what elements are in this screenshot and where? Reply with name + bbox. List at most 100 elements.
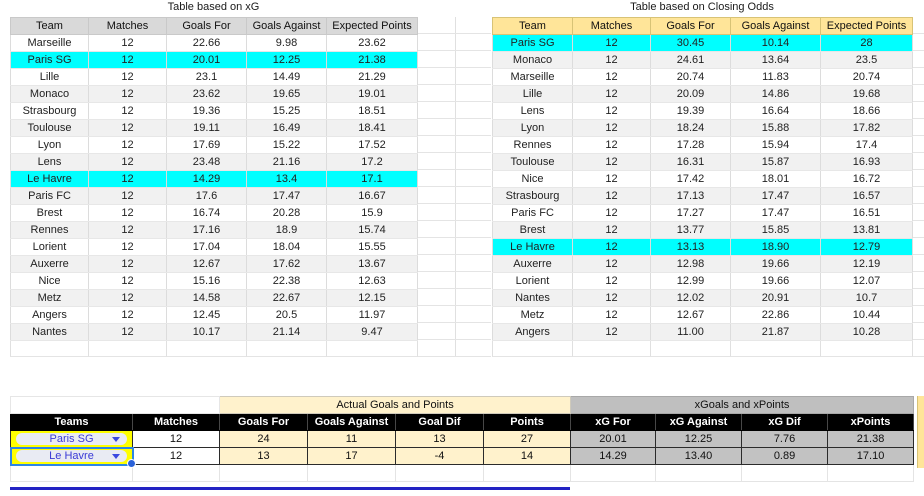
stat-cell[interactable]: 16.51 — [820, 204, 913, 222]
stat-cell[interactable]: 12 — [572, 34, 651, 52]
team-name-cell[interactable]: Marseille — [10, 34, 89, 52]
stat-cell[interactable]: 12 — [572, 119, 651, 137]
stat-cell[interactable]: 14.58 — [166, 289, 247, 307]
stat-cell[interactable]: 15.16 — [166, 272, 247, 290]
stat-cell[interactable]: 15.9 — [326, 204, 418, 222]
stat-cell[interactable]: 12.45 — [166, 306, 247, 324]
empty-cell[interactable] — [827, 464, 915, 482]
team-dropdown-cell[interactable]: Le Havre — [9, 446, 136, 468]
stat-cell[interactable]: 12 — [88, 272, 167, 290]
comparison-column-header[interactable]: Goals Against — [307, 413, 396, 431]
stat-cell[interactable]: 16.64 — [730, 102, 821, 120]
stat-cell[interactable]: 12 — [88, 255, 167, 273]
stat-cell[interactable]: 19.36 — [166, 102, 247, 120]
stat-cell[interactable]: 16.31 — [650, 153, 731, 171]
column-header[interactable]: Goals Against — [246, 17, 327, 35]
stat-cell[interactable]: 17.47 — [246, 187, 327, 205]
stat-cell[interactable]: 18.9 — [246, 221, 327, 239]
stat-cell[interactable]: 12 — [88, 187, 167, 205]
stat-cell[interactable]: 12.63 — [326, 272, 418, 290]
empty-cell[interactable] — [482, 464, 572, 482]
team-name-cell[interactable]: Rennes — [492, 136, 573, 154]
team-name-cell[interactable]: Angers — [492, 323, 573, 341]
stat-cell[interactable]: 15.94 — [730, 136, 821, 154]
stat-cell[interactable]: 12 — [572, 51, 651, 69]
fill-handle-icon[interactable] — [127, 459, 136, 468]
stat-cell[interactable]: 15.22 — [246, 136, 327, 154]
empty-band-cell[interactable] — [10, 396, 220, 414]
team-name-cell[interactable]: Marseille — [492, 68, 573, 86]
team-name-cell[interactable]: Lorient — [492, 272, 573, 290]
team-name-cell[interactable]: Metz — [10, 289, 89, 307]
stat-cell[interactable]: 13.4 — [246, 170, 327, 188]
stat-cell[interactable]: 17.42 — [650, 170, 731, 188]
stat-cell[interactable]: 12 — [572, 187, 651, 205]
comparison-stat-cell[interactable]: 12 — [132, 447, 220, 465]
column-header[interactable]: Team — [492, 17, 573, 35]
odds-table-title[interactable]: Table based on Closing Odds — [630, 1, 774, 13]
empty-cell[interactable] — [395, 464, 484, 482]
stat-cell[interactable]: 12 — [88, 221, 167, 239]
team-name-cell[interactable]: Lyon — [492, 119, 573, 137]
stat-cell[interactable]: 12 — [88, 204, 167, 222]
column-header[interactable]: Goals For — [166, 17, 247, 35]
stat-cell[interactable]: 17.47 — [730, 204, 821, 222]
team-name-cell[interactable]: Lens — [492, 102, 573, 120]
stat-cell[interactable]: 23.62 — [166, 85, 247, 103]
team-name-cell[interactable]: Rennes — [10, 221, 89, 239]
comparison-stat-cell[interactable]: 13 — [219, 447, 308, 465]
comparison-stat-cell[interactable]: 14 — [482, 447, 572, 465]
stat-cell[interactable]: 15.55 — [326, 238, 418, 256]
stat-cell[interactable]: 12 — [88, 68, 167, 86]
stat-cell[interactable]: 17.4 — [820, 136, 913, 154]
team-name-cell[interactable]: Angers — [10, 306, 89, 324]
stat-cell[interactable]: 18.90 — [730, 238, 821, 256]
stat-cell[interactable]: 17.52 — [326, 136, 418, 154]
stat-cell[interactable]: 12 — [88, 153, 167, 171]
stat-cell[interactable]: 13.64 — [730, 51, 821, 69]
stat-cell[interactable]: 12.15 — [326, 289, 418, 307]
stat-cell[interactable]: 17.6 — [166, 187, 247, 205]
stat-cell[interactable]: 14.86 — [730, 85, 821, 103]
empty-cell[interactable] — [307, 464, 396, 482]
stat-cell[interactable]: 23.62 — [326, 34, 418, 52]
stat-cell[interactable]: 18.04 — [246, 238, 327, 256]
stat-cell[interactable]: 12 — [572, 221, 651, 239]
stat-cell[interactable]: 17.04 — [166, 238, 247, 256]
team-name-cell[interactable]: Paris SG — [10, 51, 89, 69]
stat-cell[interactable]: 19.66 — [730, 255, 821, 273]
chevron-down-icon[interactable] — [112, 437, 120, 442]
stat-cell[interactable]: 20.09 — [650, 85, 731, 103]
stat-cell[interactable]: 21.87 — [730, 323, 821, 341]
stat-cell[interactable]: 12.67 — [166, 255, 247, 273]
stat-cell[interactable]: 12.25 — [246, 51, 327, 69]
stat-cell[interactable]: 12.07 — [820, 272, 913, 290]
team-dropdown-chip[interactable]: Le Havre — [16, 450, 127, 462]
stat-cell[interactable]: 17.16 — [166, 221, 247, 239]
stat-cell[interactable]: 21.38 — [326, 51, 418, 69]
comparison-column-header[interactable]: xG Dif — [741, 413, 829, 431]
stat-cell[interactable]: 19.68 — [820, 85, 913, 103]
team-name-cell[interactable]: Auxerre — [492, 255, 573, 273]
empty-cell[interactable] — [570, 464, 657, 482]
stat-cell[interactable]: 22.67 — [246, 289, 327, 307]
empty-cell[interactable] — [655, 464, 743, 482]
stat-cell[interactable]: 15.85 — [730, 221, 821, 239]
stat-cell[interactable]: 21.16 — [246, 153, 327, 171]
comparison-column-header[interactable]: Points — [482, 413, 572, 431]
comparison-stat-cell[interactable]: 0.89 — [741, 447, 829, 465]
team-name-cell[interactable]: Nantes — [10, 323, 89, 341]
comparison-stat-cell[interactable]: 13 — [395, 430, 484, 448]
team-name-cell[interactable]: Lorient — [10, 238, 89, 256]
stat-cell[interactable]: 12.02 — [650, 289, 731, 307]
stat-cell[interactable]: 12 — [572, 306, 651, 324]
team-name-cell[interactable]: Brest — [492, 221, 573, 239]
stat-cell[interactable]: 12.19 — [820, 255, 913, 273]
comparison-stat-cell[interactable]: 20.01 — [570, 430, 657, 448]
comparison-stat-cell[interactable]: 12.25 — [655, 430, 743, 448]
stat-cell[interactable]: 18.51 — [326, 102, 418, 120]
stat-cell[interactable]: 22.66 — [166, 34, 247, 52]
stat-cell[interactable]: 12 — [572, 68, 651, 86]
stat-cell[interactable]: 20.01 — [166, 51, 247, 69]
stat-cell[interactable]: 21.14 — [246, 323, 327, 341]
